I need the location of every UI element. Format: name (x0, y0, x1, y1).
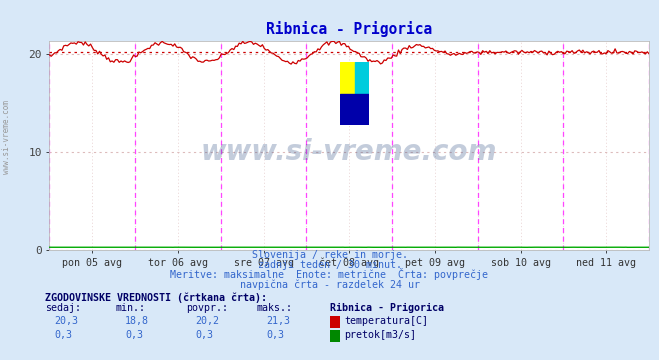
Text: povpr.:: povpr.: (186, 303, 228, 314)
Title: Ribnica - Prigorica: Ribnica - Prigorica (266, 22, 432, 37)
Bar (355, 62, 369, 94)
Text: 0,3: 0,3 (266, 330, 284, 340)
Text: 0,3: 0,3 (196, 330, 214, 340)
Text: ZGODOVINSKE VREDNOSTI (črtkana črta):: ZGODOVINSKE VREDNOSTI (črtkana črta): (45, 292, 267, 303)
Text: min.:: min.: (115, 303, 146, 314)
Text: Ribnica - Prigorica: Ribnica - Prigorica (330, 303, 444, 314)
Text: pretok[m3/s]: pretok[m3/s] (344, 330, 416, 340)
Text: temperatura[C]: temperatura[C] (344, 316, 428, 326)
Text: maks.:: maks.: (256, 303, 293, 314)
Text: 0,3: 0,3 (125, 330, 143, 340)
Text: 18,8: 18,8 (125, 316, 149, 326)
Text: Slovenija / reke in morje.: Slovenija / reke in morje. (252, 251, 407, 261)
Text: sedaj:: sedaj: (45, 303, 81, 314)
Bar (340, 62, 355, 94)
Text: 0,3: 0,3 (55, 330, 72, 340)
Text: 21,3: 21,3 (266, 316, 290, 326)
Text: 20,3: 20,3 (55, 316, 78, 326)
Text: zadnji teden / 30 minut.: zadnji teden / 30 minut. (258, 260, 401, 270)
Text: www.si-vreme.com: www.si-vreme.com (2, 100, 11, 174)
Bar (340, 94, 369, 125)
Text: Meritve: maksimalne  Enote: metrične  Črta: povprečje: Meritve: maksimalne Enote: metrične Črta… (171, 268, 488, 280)
Text: navpična črta - razdelek 24 ur: navpična črta - razdelek 24 ur (239, 279, 420, 290)
Text: www.si-vreme.com: www.si-vreme.com (201, 138, 498, 166)
Text: 20,2: 20,2 (196, 316, 219, 326)
